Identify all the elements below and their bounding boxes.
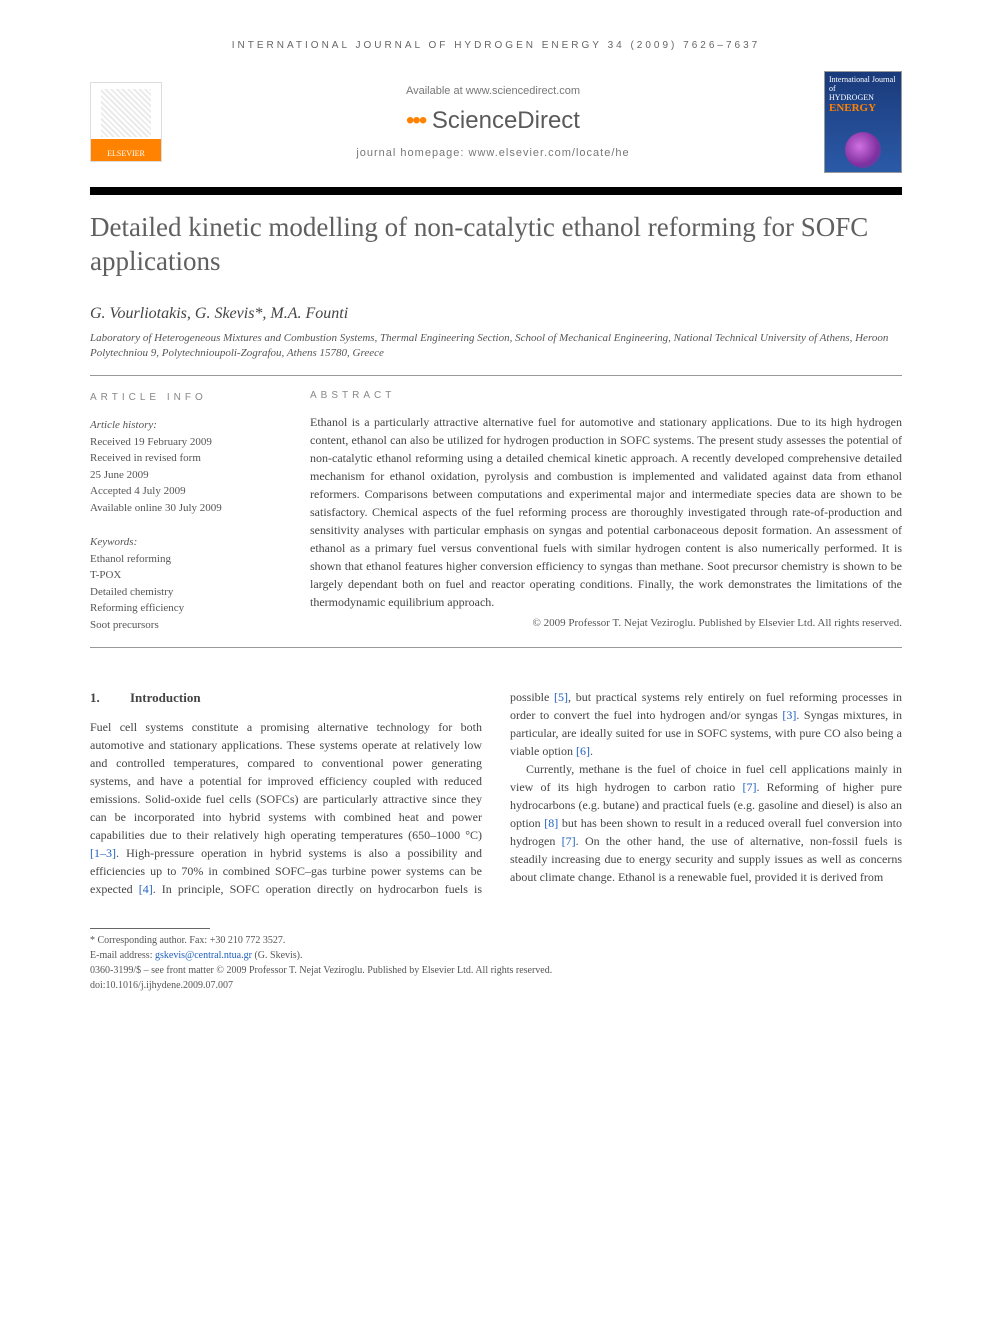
email-link[interactable]: gskevis@central.ntua.gr: [155, 950, 252, 961]
sciencedirect-logo: ••• ScienceDirect: [162, 107, 824, 135]
ref-link-7[interactable]: [7]: [742, 780, 756, 794]
ref-link-3b[interactable]: [3]: [782, 708, 796, 722]
copyright-line: © 2009 Professor T. Nejat Veziroglu. Pub…: [310, 617, 902, 629]
article-info-label: ARTICLE INFO: [90, 390, 280, 405]
ref-link-7b[interactable]: [7]: [562, 834, 576, 848]
intro-paragraph-2: Currently, methane is the fuel of choice…: [510, 760, 902, 886]
doi-line: doi:10.1016/j.ijhydene.2009.07.007: [90, 978, 902, 993]
history-online: Available online 30 July 2009: [90, 500, 280, 517]
running-head: INTERNATIONAL JOURNAL OF HYDROGEN ENERGY…: [90, 40, 902, 51]
sd-brand: ScienceDirect: [432, 107, 580, 134]
journal-homepage: journal homepage: www.elsevier.com/locat…: [162, 147, 824, 159]
email-suffix: (G. Skevis).: [252, 950, 303, 961]
section-1-title: Introduction: [130, 690, 201, 705]
keywords-label: Keywords:: [90, 534, 280, 551]
body-columns: 1.Introduction Fuel cell systems constit…: [90, 688, 902, 898]
abstract-text: Ethanol is a particularly attractive alt…: [310, 413, 902, 611]
p1c: . In principle, SOFC: [153, 882, 260, 896]
keyword-0: Ethanol reforming: [90, 551, 280, 568]
history-revised2: 25 June 2009: [90, 467, 280, 484]
keywords-block: Keywords: Ethanol reforming T-POX Detail…: [90, 534, 280, 633]
keyword-2: Detailed chemistry: [90, 584, 280, 601]
section-1-heading: 1.Introduction: [90, 688, 482, 708]
email-line: E-mail address: gskevis@central.ntua.gr …: [90, 948, 902, 963]
ref-link-4[interactable]: [4]: [139, 882, 153, 896]
available-at-text: Available at www.sciencedirect.com: [162, 85, 824, 97]
divider-bottom: [90, 647, 902, 648]
keyword-3: Reforming efficiency: [90, 600, 280, 617]
history-revised1: Received in revised form: [90, 450, 280, 467]
title-rule: [90, 187, 902, 195]
corresponding-author: * Corresponding author. Fax: +30 210 772…: [90, 933, 902, 948]
article-title: Detailed kinetic modelling of non-cataly…: [90, 211, 902, 279]
keyword-4: Soot precursors: [90, 617, 280, 634]
p2d: .: [590, 744, 593, 758]
cover-top-text: International Journal of: [829, 76, 897, 94]
history-received: Received 19 February 2009: [90, 434, 280, 451]
ref-link-8[interactable]: [8]: [544, 816, 558, 830]
elsevier-label: ELSEVIER: [107, 149, 145, 158]
elsevier-logo: ELSEVIER: [90, 82, 162, 162]
author-list: G. Vourliotakis, G. Skevis*, M.A. Founti: [90, 305, 902, 323]
footer-block: * Corresponding author. Fax: +30 210 772…: [90, 928, 902, 993]
center-header: Available at www.sciencedirect.com ••• S…: [162, 85, 824, 159]
journal-cover-thumbnail: International Journal of HYDROGEN ENERGY: [824, 71, 902, 173]
footer-rule: [90, 928, 210, 929]
history-accepted: Accepted 4 July 2009: [90, 483, 280, 500]
info-abstract-row: ARTICLE INFO Article history: Received 1…: [90, 390, 902, 633]
ref-link-6[interactable]: [6]: [576, 744, 590, 758]
article-info-column: ARTICLE INFO Article history: Received 1…: [90, 390, 280, 633]
abstract-column: ABSTRACT Ethanol is a particularly attra…: [310, 390, 902, 633]
keyword-1: T-POX: [90, 567, 280, 584]
cover-energy-text: ENERGY: [829, 102, 897, 114]
email-label: E-mail address:: [90, 950, 155, 961]
cover-swirl-icon: [845, 132, 881, 168]
section-1-number: 1.: [90, 688, 130, 708]
ref-link-5[interactable]: [5]: [554, 690, 568, 704]
front-matter-line: 0360-3199/$ – see front matter © 2009 Pr…: [90, 963, 902, 978]
ref-link-1-3[interactable]: [1–3]: [90, 846, 116, 860]
divider-top: [90, 375, 902, 376]
header-block: ELSEVIER Available at www.sciencedirect.…: [90, 71, 902, 173]
affiliation: Laboratory of Heterogeneous Mixtures and…: [90, 331, 902, 362]
p1a: Fuel cell systems constitute a promising…: [90, 720, 482, 842]
sd-dots-icon: •••: [406, 107, 425, 134]
cover-mid-text: HYDROGEN: [829, 94, 897, 103]
abstract-label: ABSTRACT: [310, 390, 902, 401]
history-heading: Article history:: [90, 417, 280, 434]
